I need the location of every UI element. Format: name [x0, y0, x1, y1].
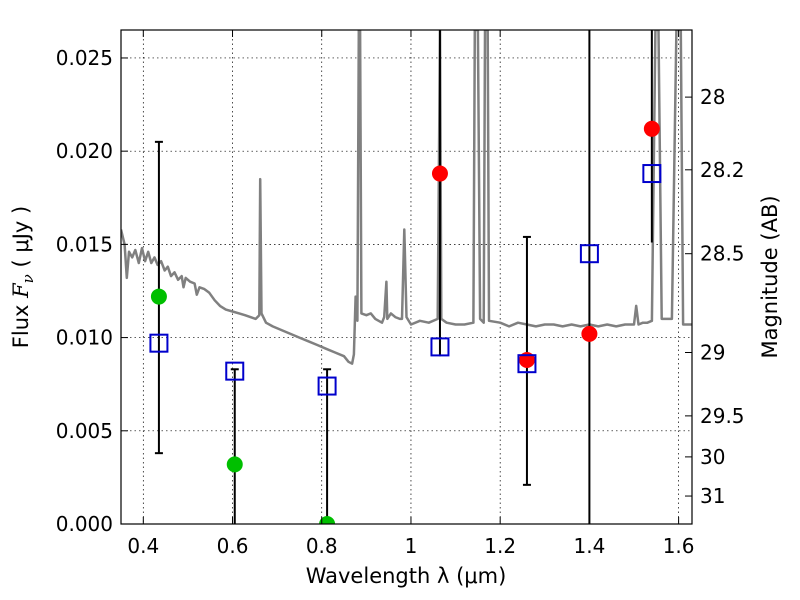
y-tick-label: 0.010 — [56, 326, 113, 350]
x-tick-label: 0.4 — [127, 534, 159, 558]
y2-tick-label: 29 — [700, 340, 725, 364]
y2-tick-label: 28.5 — [700, 242, 745, 266]
data-point-circle — [319, 516, 336, 524]
data-point-circle — [431, 165, 448, 182]
data-point-square — [517, 354, 537, 374]
y-tick-label: 0.005 — [56, 419, 113, 443]
data-point-square — [225, 361, 245, 381]
y2-tick-label: 30 — [700, 445, 725, 469]
y-axis-label-subscript: ν — [19, 274, 37, 283]
data-point-square — [579, 244, 599, 264]
y-tick-label: 0.020 — [56, 139, 113, 163]
model-spectrum-line — [121, 30, 692, 365]
x-tick-label: 0.8 — [306, 534, 338, 558]
data-point-square — [149, 333, 169, 353]
x-tick-label: 1.6 — [663, 534, 695, 558]
data-point-circle — [150, 288, 167, 305]
data-point-square — [642, 164, 662, 184]
data-point-square — [430, 337, 450, 357]
x-tick-label: 0.6 — [217, 534, 249, 558]
y-tick-label: 0.015 — [56, 232, 113, 256]
y2-tick-label: 28.2 — [700, 158, 745, 182]
data-point-circle — [643, 120, 660, 137]
data-layer — [121, 30, 692, 365]
y-tick-label: 0.000 — [56, 512, 113, 536]
y2-tick-label: 29.5 — [700, 404, 745, 428]
x-tick-label: 1 — [405, 534, 418, 558]
y-axis-label-unit: ( μJy ) — [9, 206, 33, 274]
axes: 0.4 0.6 0.8 1 1.2 1.4 1.6 0.000 0.005 0.010 0.015 0… — [56, 30, 745, 558]
y-axis-label-prefix: Flux — [9, 298, 33, 348]
y2-tick-label: 28 — [700, 85, 725, 109]
plot-frame — [120, 29, 693, 525]
data-point-square — [317, 376, 337, 396]
y-axis-label: Flux Fν ( μJy ) — [9, 206, 37, 348]
y-tick-label: 0.025 — [56, 46, 113, 70]
x-axis-label: Wavelength λ (μm) — [306, 564, 507, 588]
marker-layer — [149, 120, 662, 524]
y2-tick-label: 31 — [700, 484, 725, 508]
y2-axis-label: Magnitude (AB) — [758, 195, 782, 358]
data-point-circle — [226, 456, 243, 473]
x-tick-label: 1.2 — [484, 534, 516, 558]
data-point-circle — [581, 325, 598, 342]
y-axis-label-symbol: F — [9, 282, 33, 299]
x-tick-label: 1.4 — [573, 534, 605, 558]
